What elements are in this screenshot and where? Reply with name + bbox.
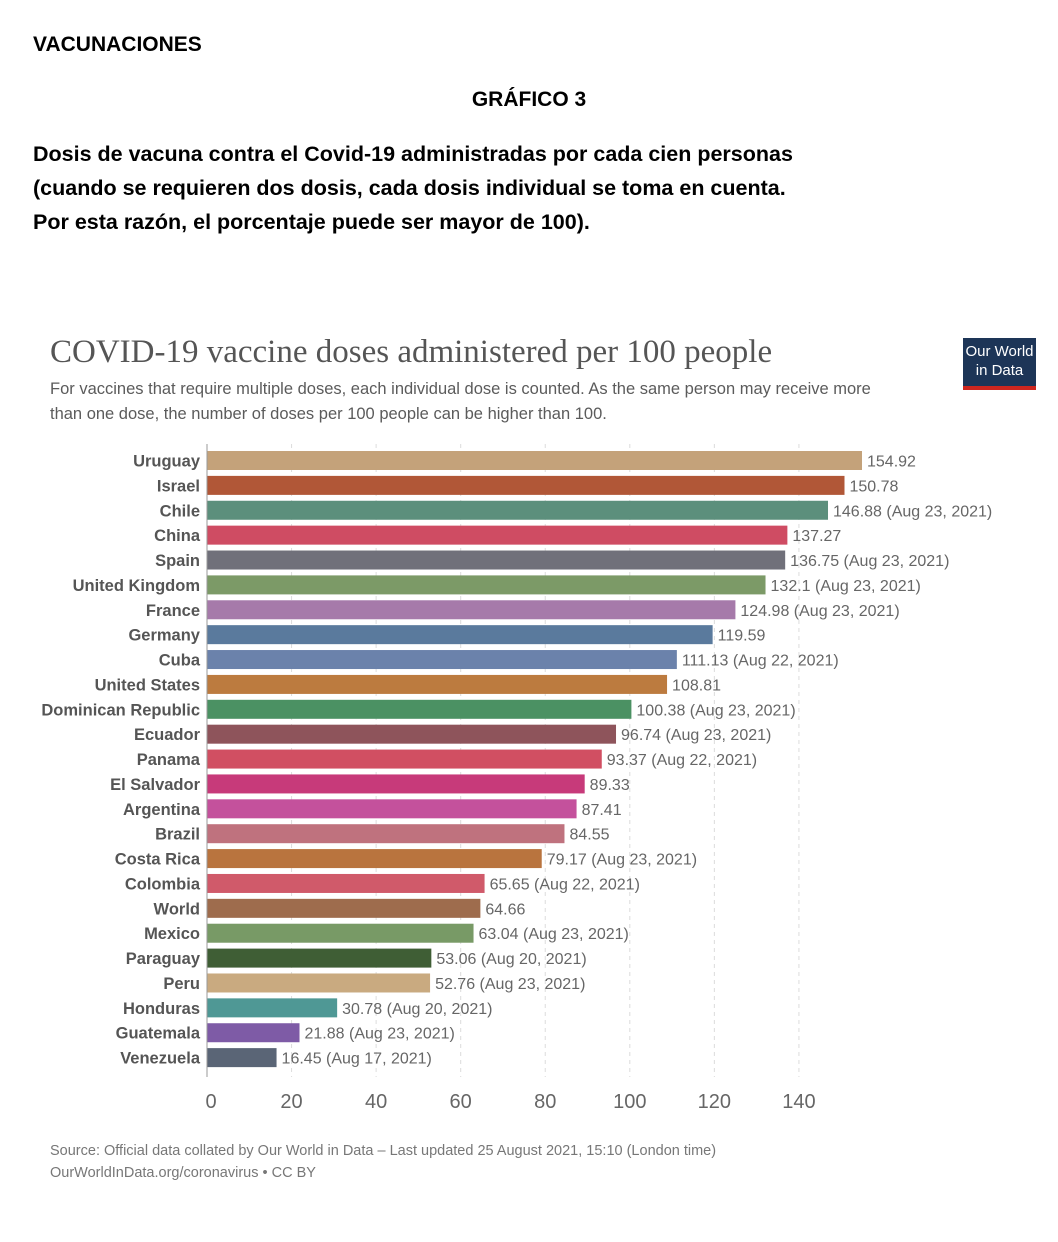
value-label-germany: 119.59: [718, 628, 766, 645]
source-url-line: OurWorldInData.org/coronavirus • CC BY: [50, 1165, 316, 1181]
category-label-dominican-republic: Dominican Republic: [41, 701, 200, 719]
bar-chile: [207, 500, 829, 520]
x-tick-label-60: 60: [450, 1091, 472, 1113]
value-label-colombia: 65.65 (Aug 22, 2021): [490, 876, 640, 893]
bar-mexico: [207, 923, 474, 943]
bar-costa-rica: [207, 849, 542, 869]
value-label-israel: 150.78: [849, 478, 898, 495]
chart-title: COVID-19 vaccine doses administered per …: [50, 334, 773, 370]
bar-ecuador: [207, 724, 617, 744]
description-line-2: (cuando se requieren dos dosis, cada dos…: [33, 176, 786, 200]
category-label-peru: Peru: [163, 975, 200, 993]
value-label-paraguay: 53.06 (Aug 20, 2021): [436, 951, 586, 968]
x-tick-label-140: 140: [782, 1091, 815, 1113]
category-label-guatemala: Guatemala: [116, 1025, 201, 1043]
category-label-israel: Israel: [157, 477, 200, 495]
category-label-el-salvador: El Salvador: [110, 776, 200, 794]
category-label-honduras: Honduras: [123, 1000, 200, 1018]
x-tick-label-20: 20: [280, 1091, 302, 1113]
category-label-united-states: United States: [95, 676, 200, 694]
value-label-united-states: 108.81: [672, 677, 721, 694]
logo-line-1: Our World: [965, 343, 1034, 360]
category-label-mexico: Mexico: [144, 925, 200, 943]
category-label-spain: Spain: [155, 552, 200, 570]
bar-honduras: [207, 998, 338, 1018]
bar-peru: [207, 973, 431, 993]
bar-cuba: [207, 650, 677, 670]
value-label-china: 137.27: [792, 528, 841, 545]
section-heading: VACUNACIONES: [33, 33, 202, 56]
bar-uruguay: [207, 451, 863, 470]
x-tick-label-100: 100: [613, 1091, 646, 1113]
bar-el-salvador: [207, 774, 585, 794]
bar-colombia: [207, 873, 485, 893]
category-label-germany: Germany: [128, 627, 200, 645]
bar-united-states: [207, 674, 668, 694]
owid-logo: Our World in Data: [963, 338, 1036, 390]
category-label-uruguay: Uruguay: [133, 453, 201, 471]
category-label-chile: Chile: [160, 502, 200, 520]
chart-subtitle-line-1: For vaccines that require multiple doses…: [50, 380, 871, 398]
category-label-world: World: [154, 900, 200, 918]
category-label-cuba: Cuba: [159, 652, 201, 670]
bar-united-kingdom: [207, 575, 766, 595]
bar-israel: [207, 475, 845, 495]
x-tick-label-80: 80: [534, 1091, 556, 1113]
value-label-peru: 52.76 (Aug 23, 2021): [435, 976, 585, 993]
bar-brazil: [207, 824, 565, 844]
bar-panama: [207, 749, 602, 769]
value-label-mexico: 63.04 (Aug 23, 2021): [479, 926, 629, 943]
bar-venezuela: [207, 1048, 277, 1068]
category-label-ecuador: Ecuador: [134, 726, 201, 744]
value-label-ecuador: 96.74 (Aug 23, 2021): [621, 727, 771, 744]
category-label-argentina: Argentina: [123, 801, 201, 819]
value-label-honduras: 30.78 (Aug 20, 2021): [342, 1001, 492, 1018]
logo-line-2: in Data: [975, 362, 1024, 379]
category-label-china: China: [154, 527, 201, 545]
chart-subtitle-line-2: than one dose, the number of doses per 1…: [50, 405, 607, 423]
category-label-venezuela: Venezuela: [120, 1050, 201, 1068]
category-label-panama: Panama: [137, 751, 201, 769]
category-label-paraguay: Paraguay: [126, 950, 201, 968]
value-label-france: 124.98 (Aug 23, 2021): [740, 603, 899, 620]
value-label-guatemala: 21.88 (Aug 23, 2021): [305, 1026, 455, 1043]
x-tick-label-120: 120: [698, 1091, 731, 1113]
value-label-spain: 136.75 (Aug 23, 2021): [790, 553, 949, 570]
category-label-brazil: Brazil: [155, 826, 200, 844]
value-label-el-salvador: 89.33: [590, 777, 630, 794]
category-label-colombia: Colombia: [125, 875, 201, 893]
x-tick-label-0: 0: [205, 1091, 216, 1113]
bar-argentina: [207, 799, 577, 819]
value-label-united-kingdom: 132.1 (Aug 23, 2021): [771, 578, 921, 595]
value-label-argentina: 87.41: [582, 802, 622, 819]
value-label-brazil: 84.55: [569, 827, 609, 844]
value-label-world: 64.66: [485, 901, 525, 918]
figure-label: GRÁFICO 3: [471, 88, 587, 111]
bar-world: [207, 898, 481, 918]
x-tick-label-40: 40: [365, 1091, 387, 1113]
bar-france: [207, 600, 736, 620]
bar-paraguay: [207, 948, 432, 968]
bar-china: [207, 525, 788, 545]
value-label-chile: 146.88 (Aug 23, 2021): [833, 503, 992, 520]
category-label-france: France: [146, 602, 200, 620]
source-line: Source: Official data collated by Our Wo…: [50, 1143, 717, 1159]
category-label-costa-rica: Costa Rica: [115, 851, 201, 869]
value-label-cuba: 111.13 (Aug 22, 2021): [682, 653, 839, 670]
value-label-uruguay: 154.92: [867, 454, 916, 471]
description-line-3: Por esta razón, el porcentaje puede ser …: [33, 210, 590, 234]
value-label-dominican-republic: 100.38 (Aug 23, 2021): [636, 702, 795, 719]
value-label-panama: 93.37 (Aug 22, 2021): [607, 752, 757, 769]
bar-guatemala: [207, 1023, 300, 1043]
bar-germany: [207, 625, 713, 645]
value-label-venezuela: 16.45 (Aug 17, 2021): [282, 1051, 432, 1068]
bar-dominican-republic: [207, 699, 632, 719]
bar-chart: Uruguay 154.92 Israel 150.78 Chile 146.88 (Au…: [41, 444, 992, 1113]
category-label-united-kingdom: United Kingdom: [73, 577, 200, 595]
bar-spain: [207, 550, 786, 570]
value-label-costa-rica: 79.17 (Aug 23, 2021): [547, 852, 697, 869]
description-line-1: Dosis de vacuna contra el Covid-19 admin…: [33, 142, 793, 166]
